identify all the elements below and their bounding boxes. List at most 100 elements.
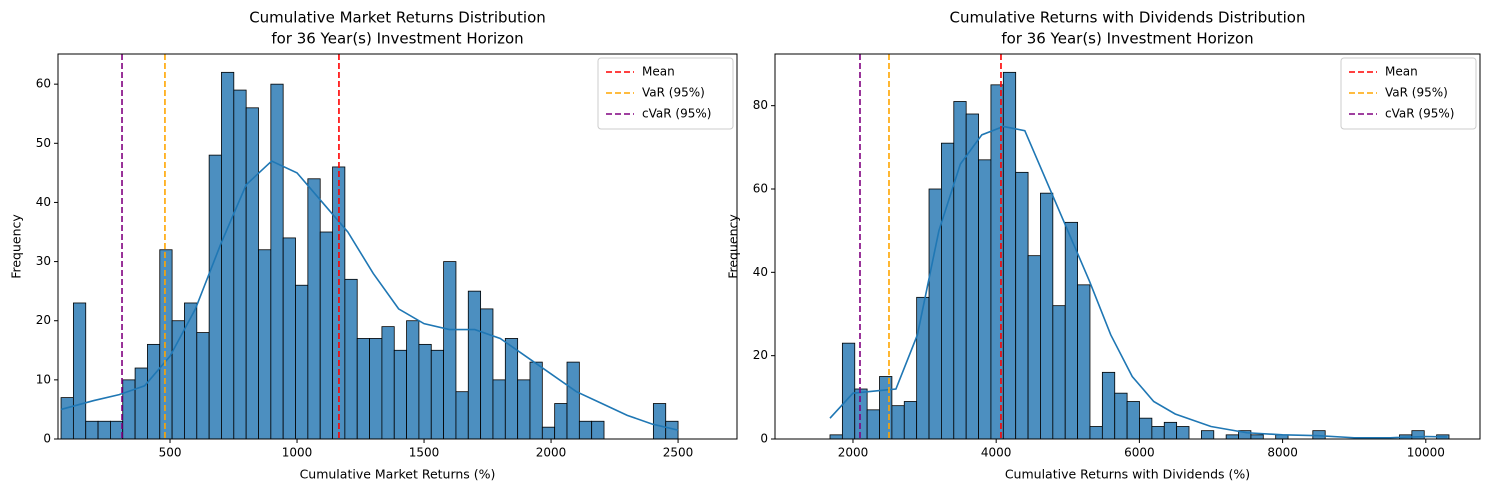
legend-box: [1340, 57, 1477, 130]
bar: [854, 388, 868, 440]
bar: [554, 403, 568, 440]
bar: [829, 434, 843, 440]
bar: [1200, 430, 1215, 440]
bar: [443, 261, 457, 440]
legend-label: cVaR (95%): [642, 107, 711, 121]
bar: [978, 159, 992, 440]
bar: [282, 237, 296, 440]
axes: Cumulative Market Returns Distribution fo…: [9, 9, 738, 482]
bar: [72, 302, 87, 440]
bar: [1064, 221, 1078, 440]
bar: [1015, 171, 1029, 440]
bar: [381, 326, 395, 440]
bar: [196, 332, 210, 440]
bar: [295, 284, 309, 440]
axes-frame: [57, 53, 738, 440]
chart-title: for 36 Year(s) Investment Horizon: [1001, 30, 1253, 48]
y-axis-label: Frequency: [9, 214, 24, 279]
bar: [159, 249, 173, 440]
bar: [418, 343, 432, 440]
bar: [171, 320, 185, 440]
bar: [965, 113, 979, 440]
bar: [85, 420, 99, 440]
bar: [566, 361, 580, 440]
bar: [1139, 417, 1153, 440]
legend-label: VaR (95%): [642, 86, 705, 100]
bar: [369, 338, 383, 440]
bar: [1101, 371, 1116, 440]
bar: [319, 231, 333, 440]
axes: Cumulative Returns with Dividends Distri…: [726, 9, 1481, 482]
chart-title: for 36 Year(s) Investment Horizon: [271, 30, 523, 48]
legend: Mean VaR (95%) cVaR (95%): [1340, 57, 1477, 130]
x-tick-label: 10000: [1407, 446, 1445, 460]
y-tick-label: 0: [760, 432, 768, 446]
bar: [492, 379, 506, 440]
y-axis-label: Frequency: [726, 214, 741, 279]
y-tick-label: 60: [753, 182, 768, 196]
bar: [270, 83, 284, 440]
bar: [406, 320, 420, 440]
bar: [221, 71, 235, 440]
y-tick-label: 60: [36, 77, 51, 91]
bar: [541, 426, 556, 440]
bar: [122, 379, 136, 440]
bar: [529, 361, 543, 440]
bar: [60, 397, 74, 440]
bar: [578, 420, 593, 440]
bar: [1176, 426, 1190, 440]
x-tick-label: 6000: [1124, 446, 1155, 460]
x-axis-label: Cumulative Returns with Dividends (%): [1005, 467, 1250, 482]
bar: [97, 420, 111, 440]
y-tick-label: 40: [753, 265, 768, 279]
bar: [344, 278, 358, 440]
y-tick-label: 40: [36, 195, 51, 209]
y-tick-label: 30: [36, 254, 51, 268]
bar: [941, 142, 955, 440]
y-tick-label: 80: [753, 98, 768, 112]
bar: [1089, 426, 1103, 440]
bar: [467, 290, 482, 440]
x-tick-label: 500: [159, 446, 182, 460]
legend: Mean VaR (95%) cVaR (95%): [597, 57, 734, 130]
bar: [430, 349, 445, 440]
bar: [1077, 284, 1091, 440]
bar: [916, 296, 930, 440]
kde-line: [60, 160, 679, 431]
bar: [356, 338, 370, 440]
y-tick-label: 10: [36, 372, 51, 386]
bar: [879, 376, 893, 440]
bar: [504, 338, 519, 440]
bar: [110, 420, 124, 440]
bar: [1126, 401, 1140, 440]
bar: [233, 89, 247, 440]
bar: [1052, 305, 1066, 440]
bar: [1225, 434, 1239, 440]
y-tick-label: 0: [43, 432, 51, 446]
bar: [1151, 426, 1165, 440]
bar: [1411, 430, 1425, 440]
legend-label: Mean: [1385, 65, 1418, 79]
bar: [866, 409, 880, 440]
legend-label: cVaR (95%): [1385, 107, 1454, 121]
bar: [393, 349, 407, 440]
bar: [652, 403, 667, 440]
bar: [245, 107, 259, 440]
x-tick-label: 4000: [981, 446, 1012, 460]
axes-frame: [774, 53, 1481, 440]
y-tick-label: 20: [36, 313, 51, 327]
kde-line: [829, 125, 1448, 439]
bar: [184, 302, 198, 440]
bar: [208, 154, 222, 440]
bar: [903, 401, 918, 440]
chart-title: Cumulative Returns with Dividends Distri…: [950, 9, 1306, 27]
bar: [841, 342, 856, 440]
bar: [1163, 421, 1178, 440]
y-tick-label: 20: [753, 348, 768, 362]
bar: [591, 420, 605, 440]
x-tick-label: 8000: [1267, 446, 1298, 460]
chart-title: Cumulative Market Returns Distribution: [249, 9, 546, 27]
bar: [455, 391, 469, 440]
y-tick-label: 50: [36, 136, 51, 150]
